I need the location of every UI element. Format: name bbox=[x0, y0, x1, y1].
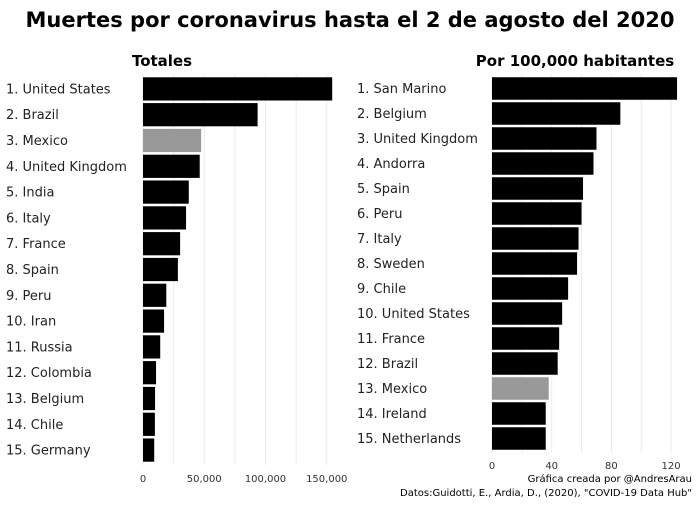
category-label-per-100k: 8. Sweden bbox=[357, 257, 425, 272]
x-tick-label-totales: 0 bbox=[140, 474, 146, 485]
category-label-totales: 12. Colombia bbox=[6, 366, 92, 381]
x-tick-label-per-100k: 120 bbox=[662, 461, 681, 472]
bar-per-100k bbox=[492, 102, 621, 125]
bar-per-100k bbox=[492, 427, 546, 450]
bar-totales bbox=[143, 77, 333, 101]
category-label-per-100k: 11. France bbox=[357, 332, 425, 347]
category-label-per-100k: 9. Chile bbox=[357, 282, 406, 297]
category-label-per-100k: 1. San Marino bbox=[357, 82, 447, 97]
bar-totales bbox=[143, 257, 178, 282]
panel-title-per-100k: Por 100,000 habitantes bbox=[475, 52, 675, 70]
category-label-totales: 6. Italy bbox=[6, 211, 51, 226]
x-tick-label-per-100k: 40 bbox=[545, 461, 558, 472]
bar-totales bbox=[143, 128, 202, 153]
source-caption: Datos:Guidotti, E., Ardia, D., (2020), "… bbox=[400, 488, 692, 499]
x-tick-label-per-100k: 0 bbox=[489, 461, 495, 472]
category-label-totales: 1. United States bbox=[6, 82, 111, 97]
bar-totales bbox=[143, 180, 189, 204]
category-label-per-100k: 3. United Kingdom bbox=[357, 132, 478, 147]
credit-caption: Gráfica creada por @AndresArau bbox=[527, 474, 692, 485]
bar-per-100k bbox=[492, 252, 578, 275]
category-label-per-100k: 13. Mexico bbox=[357, 382, 427, 397]
bar-per-100k bbox=[492, 327, 560, 350]
bar-per-100k bbox=[492, 302, 563, 325]
bar-per-100k bbox=[492, 377, 549, 400]
bar-totales bbox=[143, 361, 157, 385]
category-label-totales: 4. United Kingdom bbox=[6, 160, 127, 175]
bar-totales bbox=[143, 283, 167, 307]
category-label-totales: 15. Germany bbox=[6, 444, 91, 459]
bar-per-100k bbox=[492, 402, 546, 425]
category-label-per-100k: 5. Spain bbox=[357, 182, 410, 197]
bar-totales bbox=[143, 386, 156, 411]
category-label-per-100k: 6. Peru bbox=[357, 207, 403, 222]
x-tick-label-totales: 100,000 bbox=[245, 474, 286, 485]
category-label-totales: 13. Belgium bbox=[6, 392, 84, 407]
bar-totales bbox=[143, 232, 181, 256]
category-label-per-100k: 2. Belgium bbox=[357, 107, 427, 122]
x-tick-label-per-100k: 80 bbox=[605, 461, 618, 472]
chart-title: Muertes por coronavirus hasta el 2 de ag… bbox=[25, 8, 675, 32]
category-label-per-100k: 15. Netherlands bbox=[357, 432, 461, 447]
category-label-per-100k: 10. United States bbox=[357, 307, 470, 322]
x-tick-label-totales: 150,000 bbox=[306, 474, 347, 485]
category-label-per-100k: 12. Brazil bbox=[357, 357, 418, 372]
bar-totales bbox=[143, 206, 187, 230]
category-label-totales: 3. Mexico bbox=[6, 134, 68, 149]
bar-per-100k bbox=[492, 177, 584, 200]
bar-per-100k bbox=[492, 152, 594, 175]
bar-totales bbox=[143, 309, 165, 333]
category-label-totales: 5. India bbox=[6, 186, 54, 201]
category-label-totales: 14. Chile bbox=[6, 418, 63, 433]
category-label-totales: 9. Peru bbox=[6, 289, 52, 304]
bar-per-100k bbox=[492, 77, 678, 100]
category-label-totales: 8. Spain bbox=[6, 263, 59, 278]
panel-title-totales: Totales bbox=[131, 52, 193, 70]
bar-per-100k bbox=[492, 227, 579, 250]
bar-totales bbox=[143, 103, 258, 127]
category-label-per-100k: 14. Ireland bbox=[357, 407, 427, 422]
bar-per-100k bbox=[492, 127, 597, 150]
bar-totales bbox=[143, 154, 200, 178]
bar-totales bbox=[143, 335, 161, 359]
x-tick-label-totales: 50,000 bbox=[187, 474, 222, 485]
bar-totales bbox=[143, 412, 155, 436]
category-label-totales: 7. France bbox=[6, 237, 66, 252]
bar-per-100k bbox=[492, 202, 582, 225]
category-label-per-100k: 4. Andorra bbox=[357, 157, 425, 172]
category-label-per-100k: 7. Italy bbox=[357, 232, 402, 247]
bar-per-100k bbox=[492, 352, 558, 375]
category-label-totales: 11. Russia bbox=[6, 340, 73, 355]
bar-per-100k bbox=[492, 277, 569, 300]
category-label-totales: 10. Iran bbox=[6, 315, 56, 330]
category-label-totales: 2. Brazil bbox=[6, 108, 59, 123]
bar-totales bbox=[143, 438, 155, 462]
